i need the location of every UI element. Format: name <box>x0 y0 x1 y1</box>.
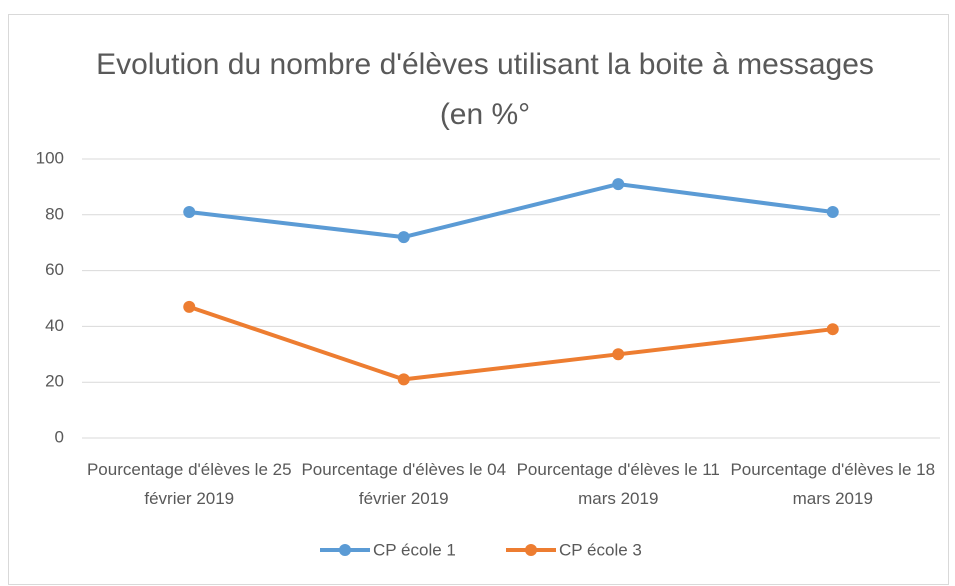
legend-marker <box>525 544 537 556</box>
y-tick-label: 100 <box>36 148 64 167</box>
y-tick-label: 20 <box>45 372 64 391</box>
data-point <box>397 231 410 244</box>
data-point <box>612 348 625 361</box>
y-tick-label: 80 <box>45 204 64 223</box>
data-point <box>183 206 196 219</box>
x-tick-label: Pourcentage d'élèves le 18 mars 2019 <box>730 460 936 508</box>
data-point <box>612 178 625 191</box>
x-tick-label: Pourcentage d'élèves le 04 février 2019 <box>301 460 507 508</box>
y-tick-label: 60 <box>45 260 64 279</box>
y-tick-label: 40 <box>45 316 64 335</box>
x-tick-label: Pourcentage d'élèves le 25 février 2019 <box>86 460 292 508</box>
y-tick-label: 0 <box>55 427 64 446</box>
series-line <box>188 304 833 382</box>
legend-label: CP école 1 <box>373 540 456 559</box>
legend-marker <box>339 544 351 556</box>
legend-label: CP école 3 <box>559 540 642 559</box>
series-line <box>189 182 834 240</box>
data-point <box>183 300 196 313</box>
x-tick-label: Pourcentage d'élèves le 11 mars 2019 <box>516 460 720 508</box>
data-point <box>826 206 839 219</box>
data-point <box>826 323 839 336</box>
data-point <box>397 373 410 386</box>
chart-border <box>8 14 949 585</box>
chart-title: Evolution du nombre d'élèves utilisant l… <box>96 48 874 131</box>
